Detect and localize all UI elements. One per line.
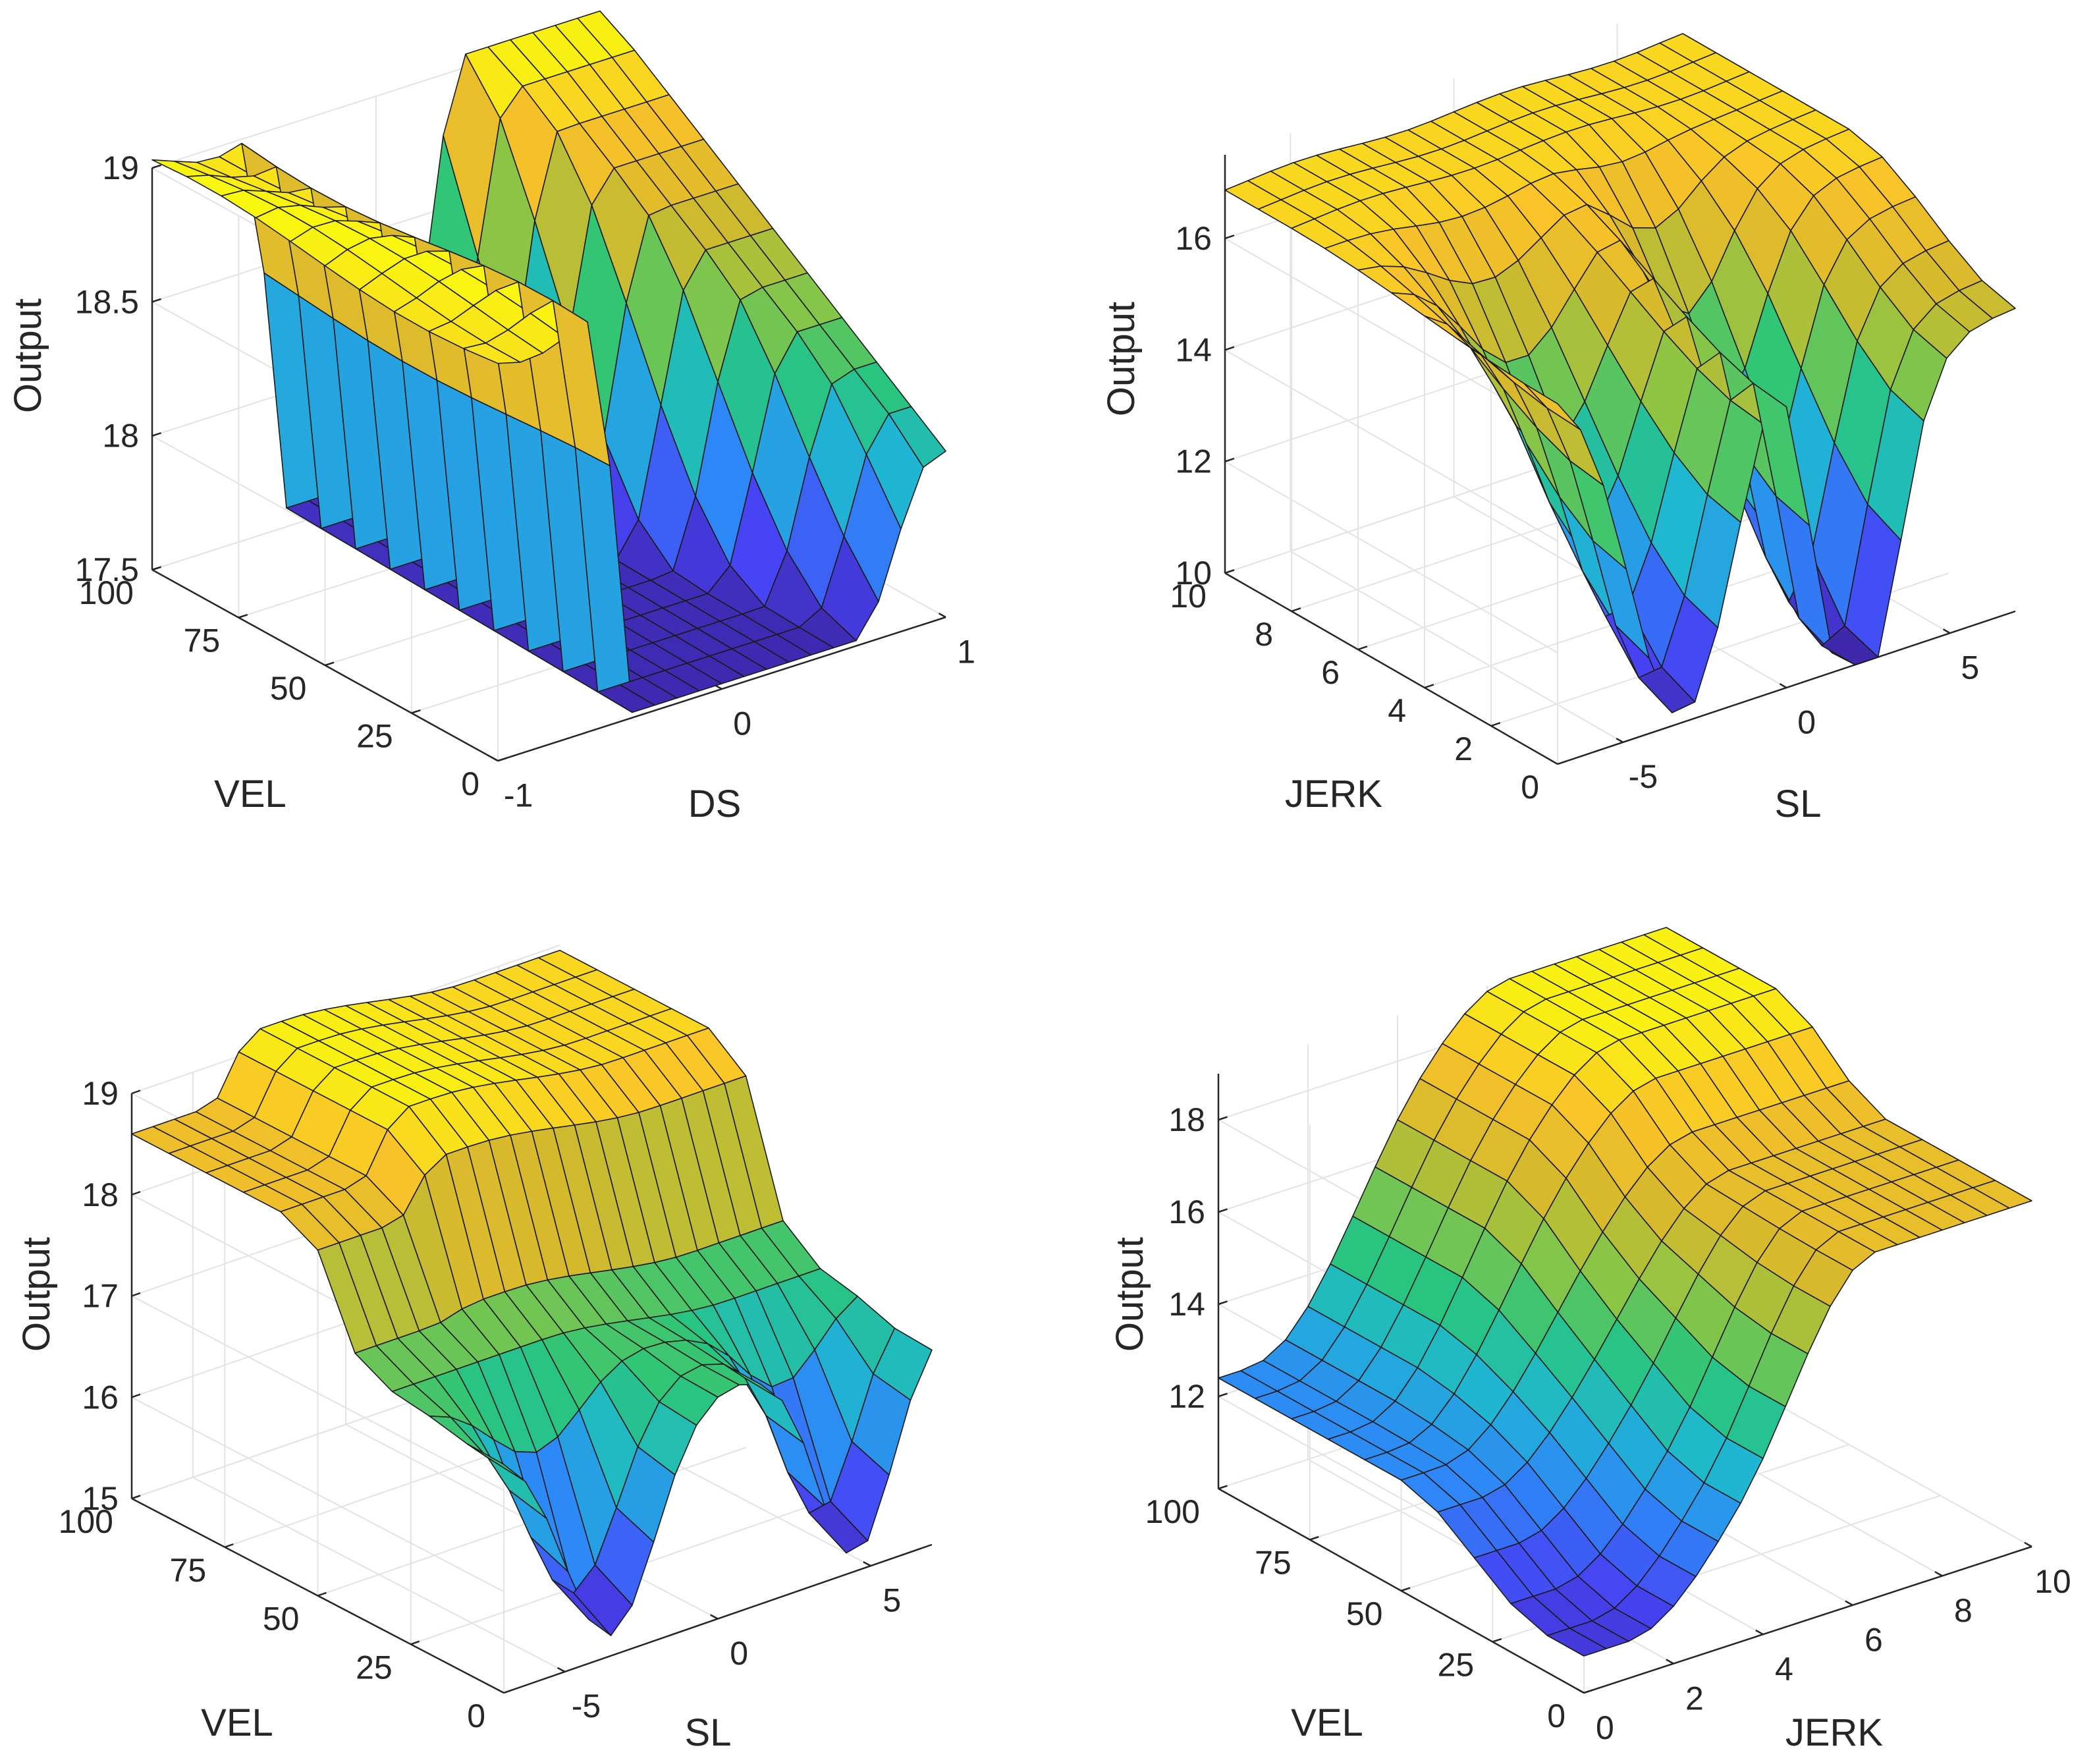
x-tick-label: -5 — [572, 1688, 601, 1724]
z-axis-label: Output — [1100, 302, 1143, 416]
x-tick-label: -5 — [1629, 758, 1658, 795]
x-tick-label: 0 — [733, 705, 751, 742]
y-tick-label: 25 — [356, 1649, 393, 1686]
y-tick-label: 2 — [1454, 730, 1473, 767]
y-tick-label: 75 — [184, 622, 221, 659]
x-tick-label: 4 — [1775, 1651, 1793, 1688]
z-tick-label: 12 — [1168, 1378, 1205, 1415]
axes-lines — [151, 164, 946, 762]
z-tick-label: 19 — [82, 1075, 119, 1112]
y-tick-label: 4 — [1388, 692, 1406, 729]
y-tick-label: 25 — [356, 718, 393, 755]
x-tick-label: 8 — [1954, 1592, 1973, 1629]
y-tick-label: 100 — [79, 574, 134, 611]
y-tick-label: 50 — [263, 1601, 300, 1638]
axes-lines — [130, 1089, 933, 1694]
x-tick-label: 0 — [1596, 1709, 1614, 1746]
surface-mesh — [151, 10, 946, 713]
y-tick-label: 6 — [1321, 654, 1340, 691]
y-tick-label: 10 — [1170, 578, 1207, 615]
y-tick-label: 0 — [467, 1697, 485, 1734]
y-axis-label: VEL — [214, 773, 286, 815]
y-tick-label: 0 — [1521, 769, 1539, 806]
z-tick-label: 16 — [1168, 1194, 1205, 1230]
z-tick-label: 14 — [1168, 1286, 1205, 1323]
z-tick-label: 15 — [82, 1480, 119, 1517]
y-tick-label: 25 — [1438, 1647, 1475, 1684]
y-tick-label: 100 — [1145, 1493, 1200, 1530]
y-axis-label: VEL — [1291, 1701, 1363, 1744]
surface-mesh — [131, 949, 933, 1636]
y-tick-label: 8 — [1255, 616, 1273, 653]
z-axis-label: Output — [7, 298, 49, 413]
surface-cell — [888, 406, 946, 468]
x-tick-label: 1 — [957, 633, 975, 670]
surface-cell — [873, 1327, 933, 1401]
z-axis-label: Output — [15, 1237, 58, 1352]
z-tick-label: 14 — [1175, 331, 1212, 368]
x-axis-label: JERK — [1785, 1711, 1884, 1754]
y-axis-label: VEL — [201, 1701, 273, 1744]
y-axis-line — [1224, 572, 1558, 765]
x-tick-label: 0 — [730, 1635, 748, 1672]
axes-lines — [1217, 1074, 2032, 1694]
z-tick-label: 18 — [102, 418, 139, 455]
y-tick-label: 0 — [1547, 1697, 1565, 1734]
x-tick-label: -1 — [504, 777, 533, 813]
z-tick-label: 18 — [1168, 1101, 1205, 1138]
surface-cell — [1959, 280, 2016, 319]
y-tick-label: 50 — [1346, 1595, 1383, 1632]
x-axis-label: SL — [1775, 783, 1822, 825]
z-tick-label: 18.5 — [75, 283, 139, 320]
z-tick-label: 16 — [1175, 220, 1212, 257]
y-tick-label: 75 — [1255, 1545, 1292, 1582]
y-tick-label: 50 — [270, 670, 307, 707]
x-tick-label: 10 — [2034, 1563, 2071, 1600]
surface-cell — [1972, 1180, 2032, 1209]
x-tick-label: 2 — [1685, 1680, 1704, 1717]
x-axis-label: SL — [685, 1711, 732, 1754]
y-tick-label: 75 — [170, 1552, 207, 1589]
y-tick-label: 0 — [461, 765, 479, 802]
z-tick-label: 16 — [82, 1379, 119, 1416]
x-axis-label: DS — [688, 783, 742, 825]
z-tick-label: 17 — [82, 1278, 119, 1315]
x-tick-label: 5 — [883, 1582, 901, 1619]
z-tick-label: 18 — [82, 1176, 119, 1213]
z-tick-label: 17.5 — [75, 551, 139, 588]
surface-mesh — [1224, 33, 2016, 713]
y-tick-label: 100 — [59, 1503, 113, 1540]
x-tick-label: 5 — [1961, 649, 1979, 686]
z-tick-label: 19 — [102, 150, 139, 186]
z-tick-label: 12 — [1175, 443, 1212, 480]
y-axis-label: JERK — [1285, 773, 1383, 815]
x-tick-label: 6 — [1864, 1622, 1883, 1659]
surface-mesh — [1218, 927, 2032, 1657]
z-tick-label: 10 — [1175, 555, 1212, 592]
x-axis-line — [1583, 1545, 2032, 1694]
z-axis-label: Output — [1108, 1237, 1151, 1352]
axes-lines — [1224, 155, 2016, 765]
x-tick-label: 0 — [1797, 703, 1816, 740]
